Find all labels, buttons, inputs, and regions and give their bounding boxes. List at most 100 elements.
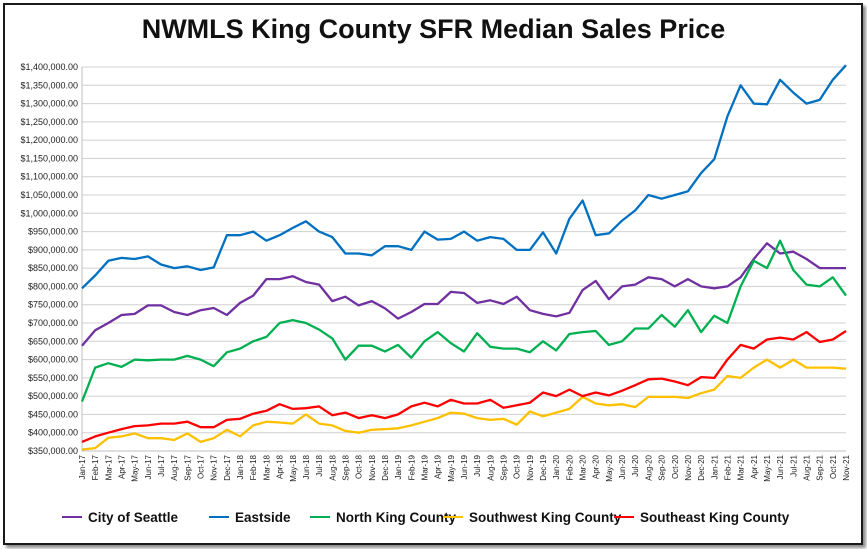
y-tick-label: $1,250,000.00 bbox=[20, 117, 78, 127]
x-tick-label: Oct-20 bbox=[671, 454, 680, 479]
x-tick-label: Jul-20 bbox=[631, 454, 640, 476]
x-tick-label: Jul-21 bbox=[789, 454, 798, 476]
series-line bbox=[81, 358, 847, 451]
gridlines bbox=[81, 66, 846, 452]
x-tick-label: Aug-21 bbox=[802, 454, 811, 480]
x-tick-label: Oct-18 bbox=[355, 454, 364, 479]
x-tick-label: Jan-20 bbox=[552, 454, 561, 479]
x-tick-label: May-17 bbox=[131, 454, 140, 481]
x-tick-label: Nov-20 bbox=[684, 454, 693, 480]
y-tick-label: $650,000.00 bbox=[28, 336, 78, 346]
x-tick-label: Jun-17 bbox=[144, 454, 153, 479]
x-tick-label: Jan-19 bbox=[394, 454, 403, 479]
x-tick-label: Oct-17 bbox=[197, 454, 206, 479]
x-tick-label: Apr-20 bbox=[592, 454, 601, 479]
x-tick-label: Nov-19 bbox=[526, 454, 535, 480]
y-tick-label: $350,000.00 bbox=[28, 446, 78, 456]
x-tick-label: Jun-19 bbox=[460, 454, 469, 479]
x-axis-ticks: Jan-17 Feb-17 Mar-17 Apr-17 May-17 Jun-17 Jul-… bbox=[78, 454, 851, 481]
y-tick-label: $850,000.00 bbox=[28, 263, 78, 273]
y-tick-label: $450,000.00 bbox=[28, 409, 78, 419]
legend-swatch bbox=[443, 515, 463, 519]
legend-label: Eastside bbox=[235, 509, 291, 525]
x-tick-label: Jun-21 bbox=[776, 454, 785, 479]
x-tick-label: Apr-18 bbox=[276, 454, 285, 479]
legend-item: Southwest King County bbox=[443, 507, 621, 527]
x-tick-label: Oct-19 bbox=[513, 454, 522, 479]
x-tick-label: Jul-19 bbox=[473, 454, 482, 476]
x-tick-label: Dec-19 bbox=[539, 454, 548, 480]
legend: City of Seattle Eastside North King County… bbox=[0, 507, 867, 527]
y-tick-label: $1,100,000.00 bbox=[20, 172, 78, 182]
x-tick-label: May-21 bbox=[763, 454, 772, 481]
legend-item: North King County bbox=[310, 507, 456, 527]
x-tick-label: Nov-21 bbox=[842, 454, 851, 480]
x-tick-label: Feb-18 bbox=[249, 454, 258, 480]
y-tick-label: $400,000.00 bbox=[28, 428, 78, 438]
x-tick-label: Jul-18 bbox=[315, 454, 324, 476]
x-tick-label: Apr-17 bbox=[118, 454, 127, 479]
y-tick-label: $700,000.00 bbox=[28, 318, 78, 328]
x-tick-label: Nov-17 bbox=[210, 454, 219, 480]
legend-item: Southeast King County bbox=[614, 507, 789, 527]
y-tick-label: $1,150,000.00 bbox=[20, 153, 78, 163]
x-tick-label: Mar-20 bbox=[579, 454, 588, 480]
x-tick-label: Jun-20 bbox=[618, 454, 627, 479]
legend-swatch bbox=[310, 515, 330, 519]
x-tick-label: May-19 bbox=[447, 454, 456, 481]
x-tick-label: Dec-18 bbox=[381, 454, 390, 480]
x-tick-label: Dec-17 bbox=[223, 454, 232, 480]
x-tick-label: Oct-21 bbox=[829, 454, 838, 479]
x-tick-label: Dec-20 bbox=[697, 454, 706, 480]
y-tick-label: $1,300,000.00 bbox=[20, 99, 78, 109]
x-tick-label: Aug-20 bbox=[644, 454, 653, 480]
x-tick-label: Sep-21 bbox=[816, 454, 825, 480]
x-tick-label: Feb-19 bbox=[407, 454, 416, 480]
y-tick-label: $1,200,000.00 bbox=[20, 135, 78, 145]
legend-swatch bbox=[209, 515, 229, 519]
legend-swatch bbox=[62, 515, 82, 519]
x-tick-label: Sep-17 bbox=[183, 454, 192, 480]
x-tick-label: Mar-17 bbox=[104, 454, 113, 480]
x-tick-label: Apr-19 bbox=[434, 454, 443, 479]
x-tick-label: Nov-18 bbox=[368, 454, 377, 480]
y-tick-label: $600,000.00 bbox=[28, 355, 78, 365]
x-tick-label: Mar-21 bbox=[737, 454, 746, 480]
x-tick-label: Mar-19 bbox=[420, 454, 429, 480]
x-tick-label: Aug-19 bbox=[486, 454, 495, 480]
legend-label: North King County bbox=[336, 509, 456, 525]
y-tick-label: $800,000.00 bbox=[28, 281, 78, 291]
x-tick-label: Sep-20 bbox=[658, 454, 667, 480]
x-tick-label: Aug-17 bbox=[170, 454, 179, 480]
series-lines bbox=[80, 64, 847, 451]
y-tick-label: $1,000,000.00 bbox=[20, 208, 78, 218]
x-tick-label: Jan-21 bbox=[710, 454, 719, 479]
y-tick-label: $1,050,000.00 bbox=[20, 190, 78, 200]
y-tick-label: $750,000.00 bbox=[28, 300, 78, 310]
y-tick-label: $1,350,000.00 bbox=[20, 80, 78, 90]
x-tick-label: Feb-20 bbox=[565, 454, 574, 480]
x-tick-label: Jul-17 bbox=[157, 454, 166, 476]
x-tick-label: Sep-19 bbox=[500, 454, 509, 480]
x-tick-label: May-18 bbox=[289, 454, 298, 481]
series-line bbox=[81, 330, 847, 443]
x-tick-label: Sep-18 bbox=[341, 454, 350, 480]
legend-item: Eastside bbox=[209, 507, 291, 527]
series-line bbox=[80, 239, 847, 403]
legend-label: Southeast King County bbox=[640, 509, 790, 525]
y-axis-ticks: $350,000.00 $400,000.00 $450,000.00 $500,00… bbox=[20, 62, 78, 456]
chart-frame bbox=[3, 3, 863, 545]
y-tick-label: $1,400,000.00 bbox=[20, 62, 78, 72]
legend-swatch bbox=[614, 515, 634, 519]
x-tick-label: Feb-17 bbox=[91, 454, 100, 480]
x-tick-label: Mar-18 bbox=[262, 454, 271, 480]
legend-label: City of Seattle bbox=[88, 509, 179, 525]
x-tick-label: Apr-21 bbox=[750, 454, 759, 479]
legend-item: City of Seattle bbox=[62, 507, 178, 527]
legend-label: Southwest King County bbox=[469, 509, 622, 525]
y-tick-label: $900,000.00 bbox=[28, 245, 78, 255]
y-tick-label: $500,000.00 bbox=[28, 391, 78, 401]
y-tick-label: $550,000.00 bbox=[28, 373, 78, 383]
x-tick-label: Aug-18 bbox=[328, 454, 337, 480]
